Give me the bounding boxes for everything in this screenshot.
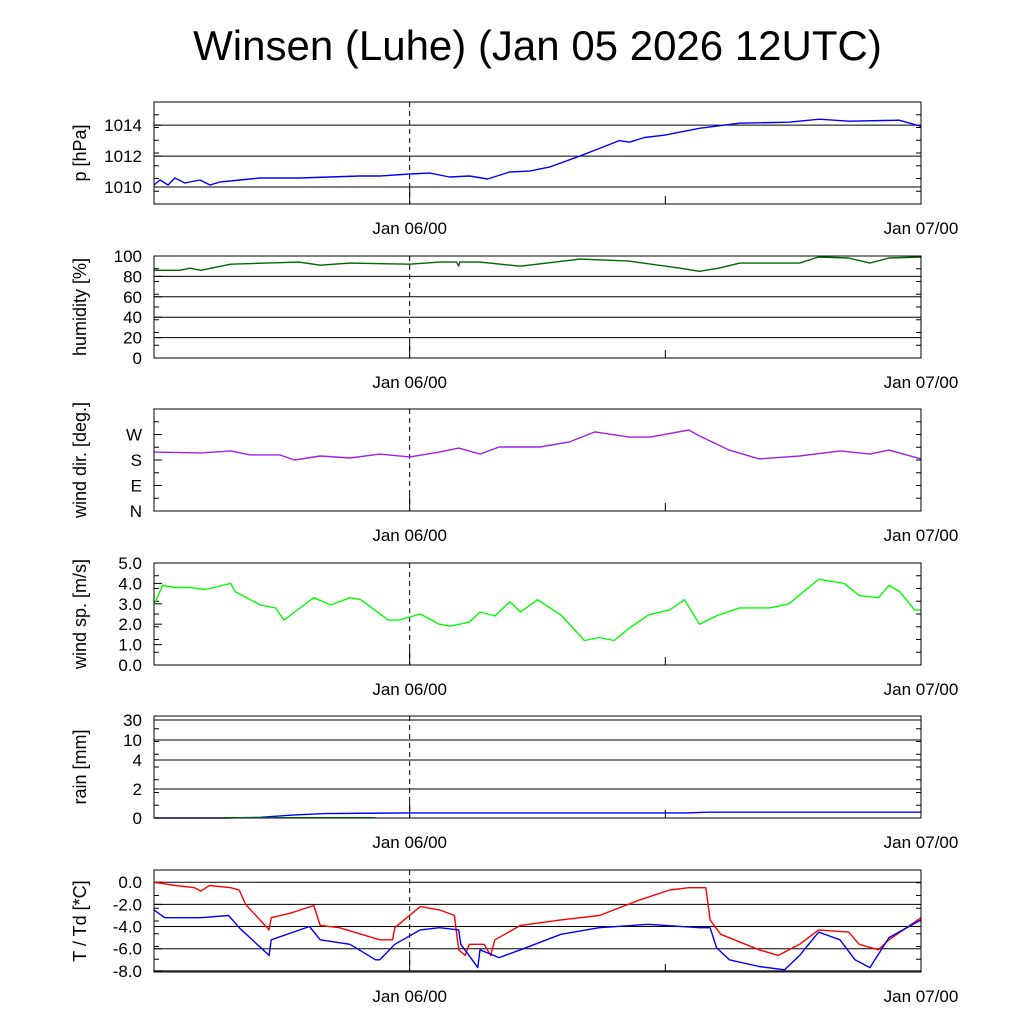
- x-tick-label: Jan 07/00: [884, 833, 959, 852]
- y-tick-label: 0.0: [118, 873, 142, 892]
- y-tick-label: 2.0: [118, 615, 142, 634]
- y-tick-label: 4.0: [118, 574, 142, 593]
- y-tick-label: E: [131, 477, 142, 496]
- x-tick-label: Jan 06/00: [372, 987, 447, 1006]
- x-tick-label: Jan 06/00: [372, 833, 447, 852]
- y-axis-label: rain [mm]: [70, 729, 90, 804]
- series-wind-speed: [153, 578, 921, 642]
- series-t: [153, 881, 922, 957]
- x-tick-label: Jan 07/00: [884, 219, 959, 238]
- plot-frame: [153, 715, 922, 819]
- x-tick-label: Jan 07/00: [884, 987, 959, 1006]
- y-axis-label: humidity [%]: [70, 258, 90, 356]
- plot-frame: [153, 408, 922, 512]
- y-tick-label: 30: [123, 711, 142, 730]
- x-tick-label: Jan 07/00: [884, 680, 959, 699]
- x-tick-label: Jan 06/00: [372, 219, 447, 238]
- y-tick-label: W: [126, 426, 142, 445]
- x-tick-label: Jan 06/00: [372, 680, 447, 699]
- x-tick-label: Jan 07/00: [884, 526, 959, 545]
- y-tick-label: 80: [123, 267, 142, 286]
- y-tick-label: -4.0: [113, 918, 142, 937]
- y-axis-label: T / Td [*C]: [70, 880, 90, 961]
- y-tick-label: 5.0: [118, 554, 142, 573]
- y-tick-label: 0.0: [118, 656, 142, 675]
- y-tick-label: 3.0: [118, 595, 142, 614]
- y-tick-label: -6.0: [113, 940, 142, 959]
- y-tick-label: 40: [123, 308, 142, 327]
- y-tick-label: 1010: [104, 178, 142, 197]
- y-tick-label: 100: [114, 247, 142, 266]
- y-tick-label: 0: [133, 809, 142, 828]
- y-axis-label: wind sp. [m/s]: [70, 559, 90, 670]
- y-axis-label: p [hPa]: [70, 124, 90, 181]
- y-tick-label: 1.0: [118, 636, 142, 655]
- y-tick-label: 1012: [104, 147, 142, 166]
- y-tick-label: 20: [123, 329, 142, 348]
- y-tick-label: 1014: [104, 116, 142, 135]
- x-tick-label: Jan 07/00: [884, 373, 959, 392]
- y-tick-label: 60: [123, 288, 142, 307]
- panel-wind-speed: 0.01.0 2.03.0 4.05.0 wind sp. [m/s] Jan 06/0…: [70, 554, 958, 699]
- x-tick-label: Jan 06/00: [372, 373, 447, 392]
- chart-title: Winsen (Luhe) (Jan 05 2026 12UTC): [193, 22, 882, 69]
- panel-temperature: 0.0 -2.0 -4.0 -6.0 -8.0 T / Td [*C] Jan 06/00 J…: [70, 869, 959, 1006]
- y-tick-label: 4: [133, 751, 142, 770]
- plot-frame: [153, 562, 922, 666]
- plot-frame: [153, 869, 922, 973]
- y-tick-label: 2: [133, 780, 142, 799]
- x-tick-label: Jan 06/00: [372, 526, 447, 545]
- series-td: [153, 909, 922, 971]
- plot-frame: [153, 101, 922, 205]
- y-tick-label: -2.0: [113, 895, 142, 914]
- y-tick-label: S: [131, 451, 142, 470]
- y-tick-label: 10: [123, 731, 142, 750]
- y-tick-label: -8.0: [113, 962, 142, 981]
- series-pressure: [153, 118, 922, 186]
- y-axis-label: wind dir. [deg.]: [70, 402, 90, 519]
- y-tick-label: N: [130, 502, 142, 521]
- panel-pressure: 1010 1012 1014 p [hPa] Jan 06/00 Jan 07/00: [70, 101, 959, 238]
- y-tick-label: 0: [133, 349, 142, 368]
- plot-frame: [153, 255, 922, 359]
- series-humidity: [154, 256, 922, 272]
- series-wind-direction: [153, 429, 922, 461]
